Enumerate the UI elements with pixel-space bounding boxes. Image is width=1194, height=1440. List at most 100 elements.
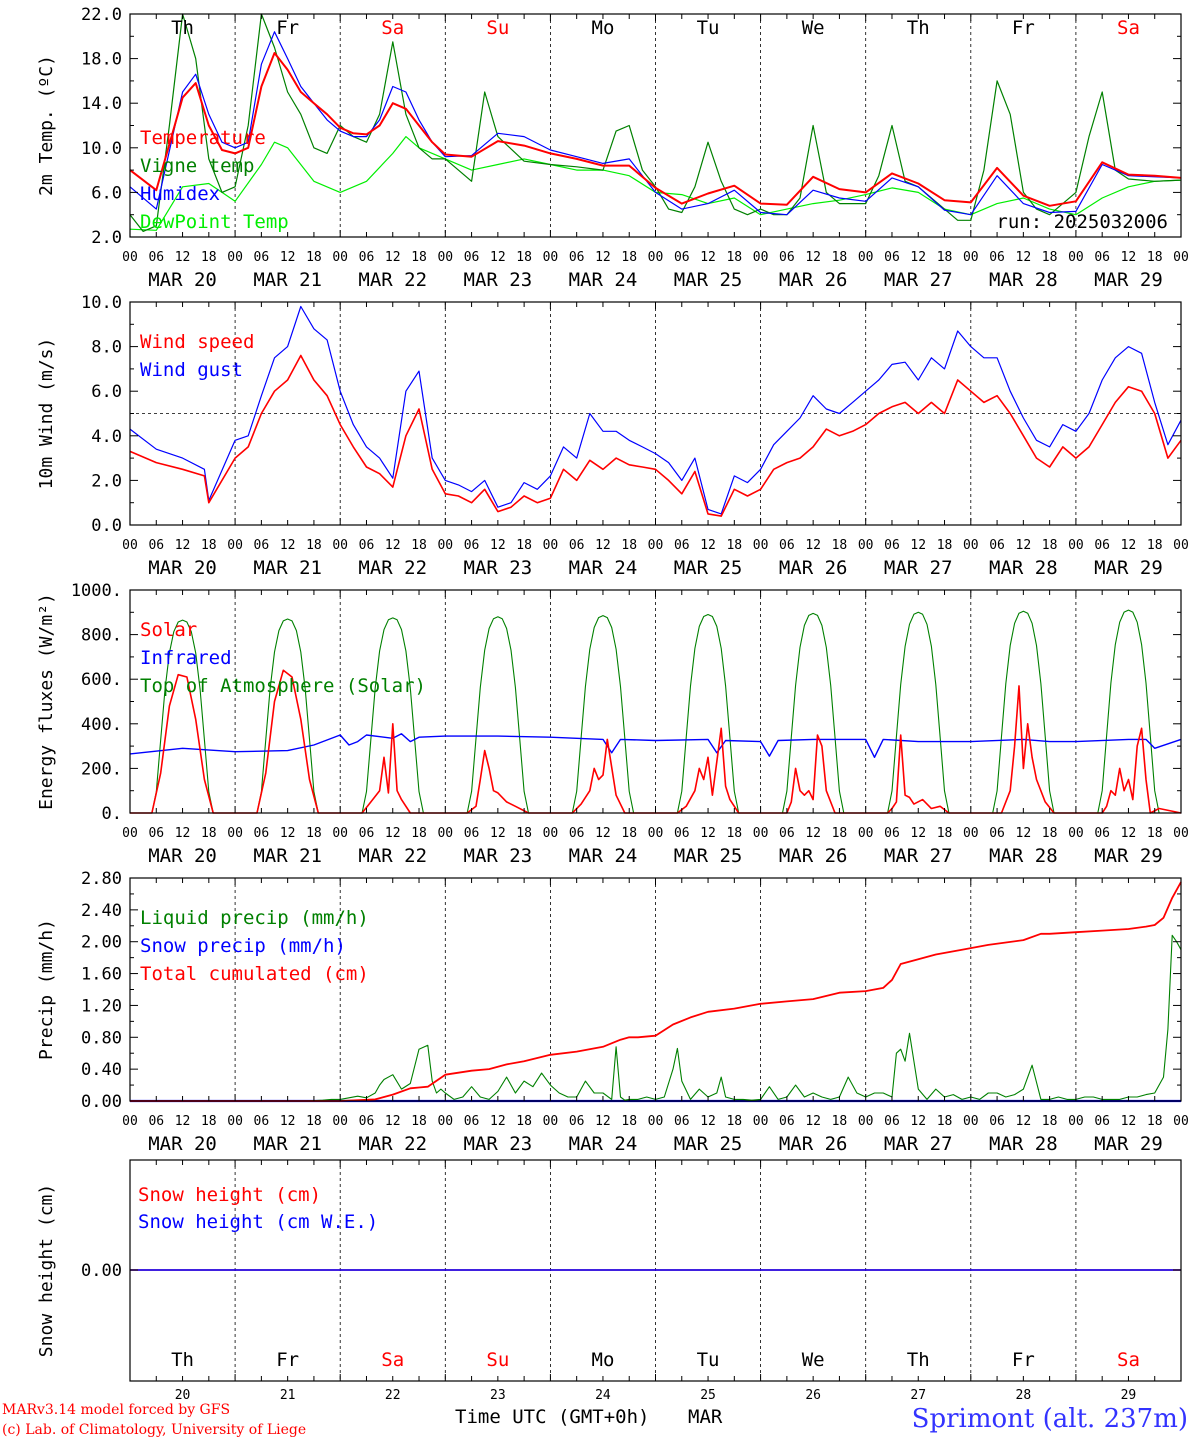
hour-tick-label: 06	[989, 1114, 1005, 1129]
hour-tick-label: 06	[359, 250, 375, 265]
date-label: MAR 29	[1094, 269, 1163, 291]
credit-line-2: (c) Lab. of Climatology, University of L…	[2, 1422, 306, 1438]
hour-tick-label: 12	[910, 538, 926, 553]
hour-tick-label: 06	[779, 538, 795, 553]
hour-tick-label: 00	[227, 250, 243, 265]
hour-tick-label: 12	[910, 826, 926, 841]
hour-tick-label: 18	[621, 826, 637, 841]
hour-tick-label: 06	[254, 826, 270, 841]
hour-tick-label: 00	[753, 250, 769, 265]
hour-tick-label: 06	[359, 826, 375, 841]
hour-tick-label: 00	[858, 826, 874, 841]
hour-tick-label: 06	[464, 826, 480, 841]
date-label: MAR 25	[674, 845, 743, 867]
hour-tick-label: 12	[1121, 538, 1137, 553]
legend-entry: Temperature	[140, 127, 266, 149]
day-number-label: 27	[910, 1388, 926, 1403]
hour-tick-label: 18	[832, 826, 848, 841]
hour-tick-label: 18	[516, 826, 532, 841]
hour-tick-label: 06	[464, 1114, 480, 1129]
hour-tick-label: 12	[385, 538, 401, 553]
date-label: MAR 28	[989, 557, 1058, 579]
hour-tick-label: 06	[569, 250, 585, 265]
hour-tick-label: 18	[411, 538, 427, 553]
hour-tick-label: 00	[753, 538, 769, 553]
weekday-label-bottom: Fr	[1012, 1349, 1035, 1371]
day-number-label: 22	[385, 1388, 401, 1403]
hour-tick-label: 00	[122, 1114, 138, 1129]
hour-tick-label: 06	[148, 1114, 164, 1129]
hour-tick-label: 12	[385, 250, 401, 265]
hour-tick-label: 12	[700, 826, 716, 841]
hour-tick-label: 12	[805, 538, 821, 553]
hour-tick-label: 12	[385, 1114, 401, 1129]
weekday-label-top: Sa	[1117, 17, 1140, 39]
hour-tick-label: 12	[595, 250, 611, 265]
hour-tick-label: 06	[884, 826, 900, 841]
y-tick-label: 0.0	[91, 516, 122, 536]
hour-tick-label: 00	[963, 826, 979, 841]
weekday-label-top: Tu	[697, 17, 720, 39]
text-layer: 00 06 12 18 00 06 12 18 00 06 12 18 00 06 12 18 00 06 12 18…	[36, 5, 1189, 1403]
series-line-temp	[129, 136, 1182, 231]
hour-tick-label: 06	[989, 538, 1005, 553]
y-tick-label: 2.0	[91, 471, 122, 491]
hour-tick-label: 12	[1016, 538, 1032, 553]
hour-tick-label: 18	[1042, 826, 1058, 841]
hour-tick-label: 06	[464, 538, 480, 553]
date-label: MAR 23	[464, 1133, 533, 1155]
hour-tick-label: 18	[621, 1114, 637, 1129]
hour-tick-label: 00	[122, 250, 138, 265]
hour-tick-label: 12	[385, 826, 401, 841]
hour-tick-label: 12	[490, 538, 506, 553]
legend-entry: Snow height (cm W.E.)	[138, 1211, 378, 1233]
weekday-label-top: We	[802, 17, 825, 39]
hour-tick-label: 18	[621, 538, 637, 553]
series-line-wind	[129, 305, 1182, 515]
credit-line-1: MARv3.14 model forced by GFS	[2, 1402, 230, 1418]
axes-layer	[129, 13, 1182, 1382]
legend-entry: Top of Atmosphere (Solar)	[140, 675, 426, 697]
series-line-energy	[130, 669, 1182, 814]
hour-tick-label: 12	[490, 250, 506, 265]
hour-tick-label: 12	[490, 826, 506, 841]
hour-tick-label: 12	[175, 826, 191, 841]
date-label: MAR 20	[148, 1133, 217, 1155]
date-label: MAR 20	[148, 269, 217, 291]
hour-tick-label: 06	[148, 538, 164, 553]
hour-tick-label: 00	[858, 250, 874, 265]
hour-tick-label: 00	[1068, 1114, 1084, 1129]
hour-tick-label: 18	[937, 250, 953, 265]
legend-entry: Humidex	[140, 183, 220, 205]
hour-tick-label: 06	[779, 250, 795, 265]
hour-tick-label: 06	[674, 826, 690, 841]
hour-tick-label: 06	[569, 1114, 585, 1129]
date-label: MAR 23	[464, 269, 533, 291]
day-number-label: 28	[1016, 1388, 1032, 1403]
date-label: MAR 25	[674, 557, 743, 579]
hour-tick-label: 06	[1094, 538, 1110, 553]
date-label: MAR 25	[674, 1133, 743, 1155]
hour-tick-label: 18	[832, 538, 848, 553]
date-label: MAR 24	[569, 557, 638, 579]
date-label: MAR 24	[569, 1133, 638, 1155]
y-tick-label: 1000.	[71, 581, 122, 601]
hour-tick-label: 00	[122, 538, 138, 553]
panel-frame-energy	[129, 589, 1182, 814]
date-label: MAR 23	[464, 557, 533, 579]
hour-tick-label: 00	[227, 538, 243, 553]
date-label: MAR 22	[358, 269, 427, 291]
series-line-energy	[129, 733, 1182, 758]
series-line-temp	[129, 52, 1182, 207]
legend-entry: Snow precip (mm/h)	[140, 935, 346, 957]
hour-tick-label: 06	[254, 1114, 270, 1129]
date-label: MAR 23	[464, 845, 533, 867]
hour-tick-label: 00	[1068, 826, 1084, 841]
legend-entry: DewPoint Temp	[140, 211, 289, 233]
hour-tick-label: 12	[490, 1114, 506, 1129]
run-label: run: 2025032006	[996, 211, 1168, 233]
hour-tick-label: 00	[648, 538, 664, 553]
hour-tick-label: 00	[1173, 250, 1189, 265]
y-axis-label: Energy fluxes (W/m²)	[36, 593, 57, 810]
